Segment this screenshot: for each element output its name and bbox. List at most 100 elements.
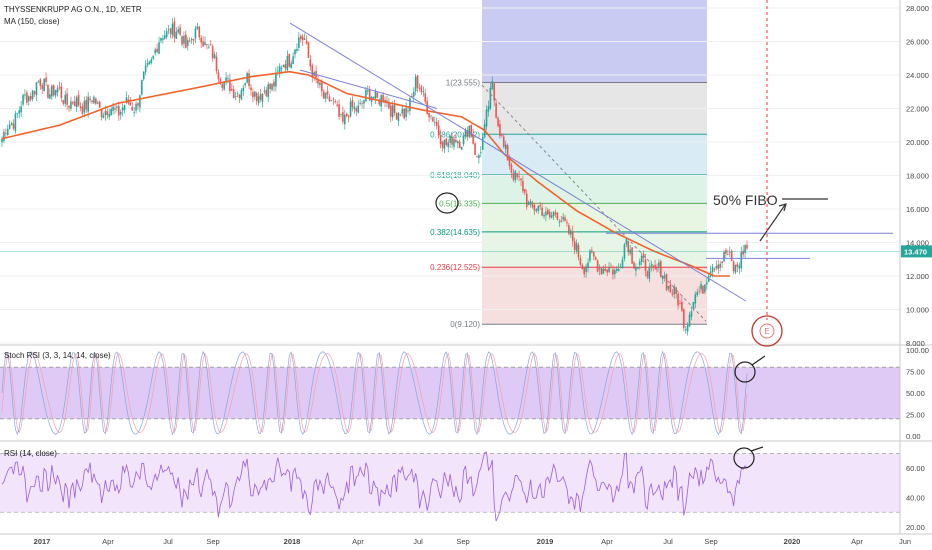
candle-body	[411, 95, 413, 97]
candle-body	[418, 88, 421, 90]
candle-body	[39, 79, 42, 86]
candle-body	[16, 113, 19, 114]
candle-body	[746, 244, 748, 249]
candle-body	[43, 78, 45, 92]
candle-body	[190, 39, 193, 40]
candle-body	[575, 243, 578, 251]
candle-body	[520, 178, 522, 181]
candle-body	[292, 56, 294, 65]
candle-body	[52, 85, 55, 96]
candle-body	[386, 100, 388, 102]
time-axis: 2017 Apr Jul Sep 2018 Apr Jul Sep 2019 Apr Jul Sep 2…	[34, 537, 911, 546]
candle-body	[414, 76, 417, 92]
candle-body	[238, 94, 241, 98]
candle-body	[278, 66, 281, 72]
candle-body	[309, 59, 312, 67]
candle-body	[439, 135, 442, 145]
candle-body	[77, 94, 80, 106]
candle-body	[206, 44, 208, 45]
earnings-marker-label: E	[764, 327, 769, 336]
candle-body	[470, 124, 473, 137]
candles	[1, 17, 748, 336]
candle-body	[694, 294, 697, 304]
candle-body	[583, 267, 586, 275]
candle-body	[524, 188, 526, 193]
candle-body	[541, 207, 543, 216]
candle-body	[432, 117, 434, 122]
candle-body	[240, 90, 243, 100]
candle-body	[663, 275, 666, 277]
candle-body	[589, 250, 591, 261]
downtrend-line	[289, 22, 747, 302]
candle-body	[516, 173, 518, 178]
candle-body	[236, 93, 239, 95]
candle-body	[633, 262, 635, 269]
candle-body	[508, 158, 511, 166]
candle-body	[587, 262, 589, 268]
candle-body	[20, 106, 22, 113]
candle-body	[416, 75, 419, 88]
candle-body	[148, 61, 151, 65]
candle-body	[344, 114, 346, 125]
candle-body	[198, 26, 201, 38]
candle-body	[566, 222, 568, 224]
candle-body	[22, 94, 24, 105]
candle-body	[255, 93, 258, 102]
ma-indicator-label: MA (150, close)	[4, 17, 60, 26]
stoch-rsi-panel[interactable]: 0.00 25.00 50.00 75.00 100.00	[0, 346, 932, 442]
candle-body	[573, 241, 576, 250]
earnings-icon	[759, 323, 775, 339]
candle-body	[704, 284, 706, 292]
candle-body	[276, 70, 279, 72]
candle-body	[466, 130, 469, 138]
candle-body	[556, 212, 559, 220]
candle-body	[552, 211, 555, 217]
candle-body	[173, 21, 176, 38]
candle-body	[719, 263, 721, 268]
candle-body	[646, 271, 649, 277]
price-tick-label: 14.000	[906, 239, 929, 248]
candle-body	[727, 254, 729, 255]
last-price-label: 13.470	[904, 247, 927, 256]
candle-body	[119, 111, 122, 115]
candle-body	[351, 100, 354, 108]
main-panel[interactable]: 1(23.555)0.786(20.462)0.618(18.040)0.5(1…	[0, 0, 932, 347]
candle-body	[188, 40, 191, 42]
candle-body	[6, 128, 9, 136]
fib-zone	[482, 203, 707, 232]
candle-body	[121, 107, 124, 111]
candle-body	[263, 91, 266, 92]
candle-body	[581, 264, 584, 269]
fib-level-label: 0.786(20.462)	[430, 130, 480, 139]
candle-body	[347, 115, 350, 118]
candle-body	[142, 71, 145, 80]
price-tick-label: 28.000	[906, 4, 929, 13]
candle-body	[194, 28, 197, 39]
candle-body	[322, 91, 325, 99]
time-tick-label: Sep	[206, 537, 219, 546]
candle-body	[393, 104, 396, 113]
candle-body	[5, 133, 7, 134]
candle-body	[391, 105, 394, 118]
candle-body	[133, 111, 135, 113]
price-tick-label: 16.000	[906, 205, 929, 214]
candle-body	[468, 125, 471, 137]
candle-body	[141, 79, 143, 95]
stoch-tick-label: 25.00	[906, 411, 925, 420]
candle-body	[382, 94, 384, 103]
price-tick-label: 24.000	[906, 71, 929, 80]
candle-body	[424, 93, 427, 102]
candle-body	[548, 211, 551, 218]
candle-body	[66, 93, 68, 105]
candle-body	[336, 104, 338, 106]
candle-body	[510, 164, 513, 173]
rsi-panel[interactable]: 20.00 40.00 60.00	[0, 446, 932, 535]
candle-body	[167, 29, 170, 31]
candle-body	[110, 108, 112, 116]
candle-body	[660, 261, 662, 278]
time-tick-label: Jul	[663, 537, 673, 546]
candle-body	[248, 73, 250, 87]
candle-body	[608, 267, 610, 272]
candle-body	[637, 267, 639, 269]
